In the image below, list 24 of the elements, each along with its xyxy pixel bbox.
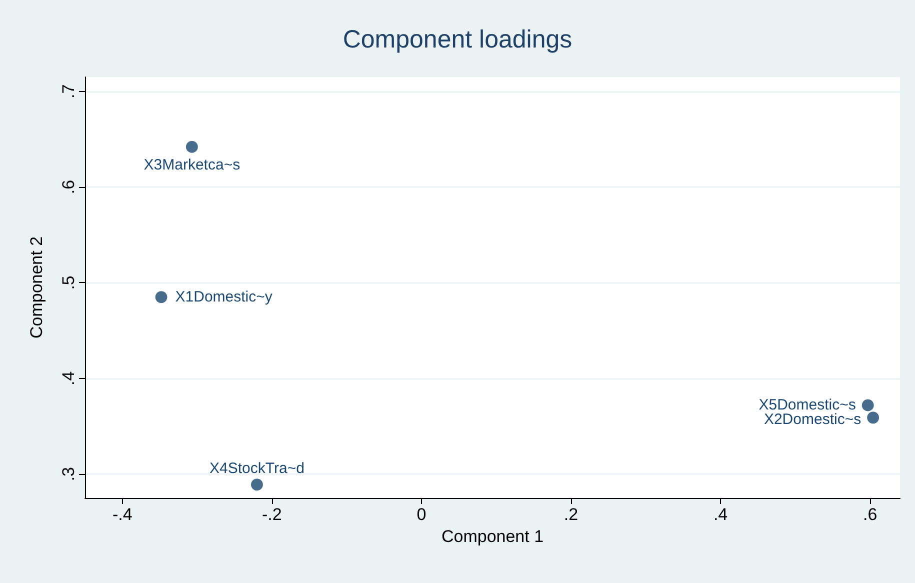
annotation: X4StockTra~d <box>210 460 304 478</box>
x-tick-label: -.2 <box>262 505 282 524</box>
y-tick-label: .3 <box>59 466 78 482</box>
y-tick-label: .6 <box>59 180 78 194</box>
y-tick-label: .5 <box>59 276 78 290</box>
x-axis-title: Component 1 <box>441 526 544 546</box>
y-tick-label: .4 <box>59 371 78 386</box>
y-tick-label: .7 <box>59 84 78 98</box>
x-tick-label: 0 <box>416 505 426 524</box>
point <box>186 140 198 153</box>
point <box>155 291 168 304</box>
annotation: X5Domestic~s <box>758 396 856 414</box>
annotation: X2Domestic~s <box>764 411 862 428</box>
chart-title: Component loadings <box>342 26 572 54</box>
annotation: X1Domestic~y <box>175 288 273 306</box>
y-axis-title: Component 2 <box>27 236 46 339</box>
annotation: X3Marketca~s <box>144 156 240 174</box>
x-tick-label: .6 <box>863 505 878 524</box>
point <box>250 478 263 491</box>
x-tick-label: -.4 <box>112 505 132 524</box>
x-tick-label: .2 <box>564 505 578 524</box>
point <box>862 399 874 412</box>
x-tick-label: .4 <box>713 505 728 524</box>
point <box>867 412 880 424</box>
